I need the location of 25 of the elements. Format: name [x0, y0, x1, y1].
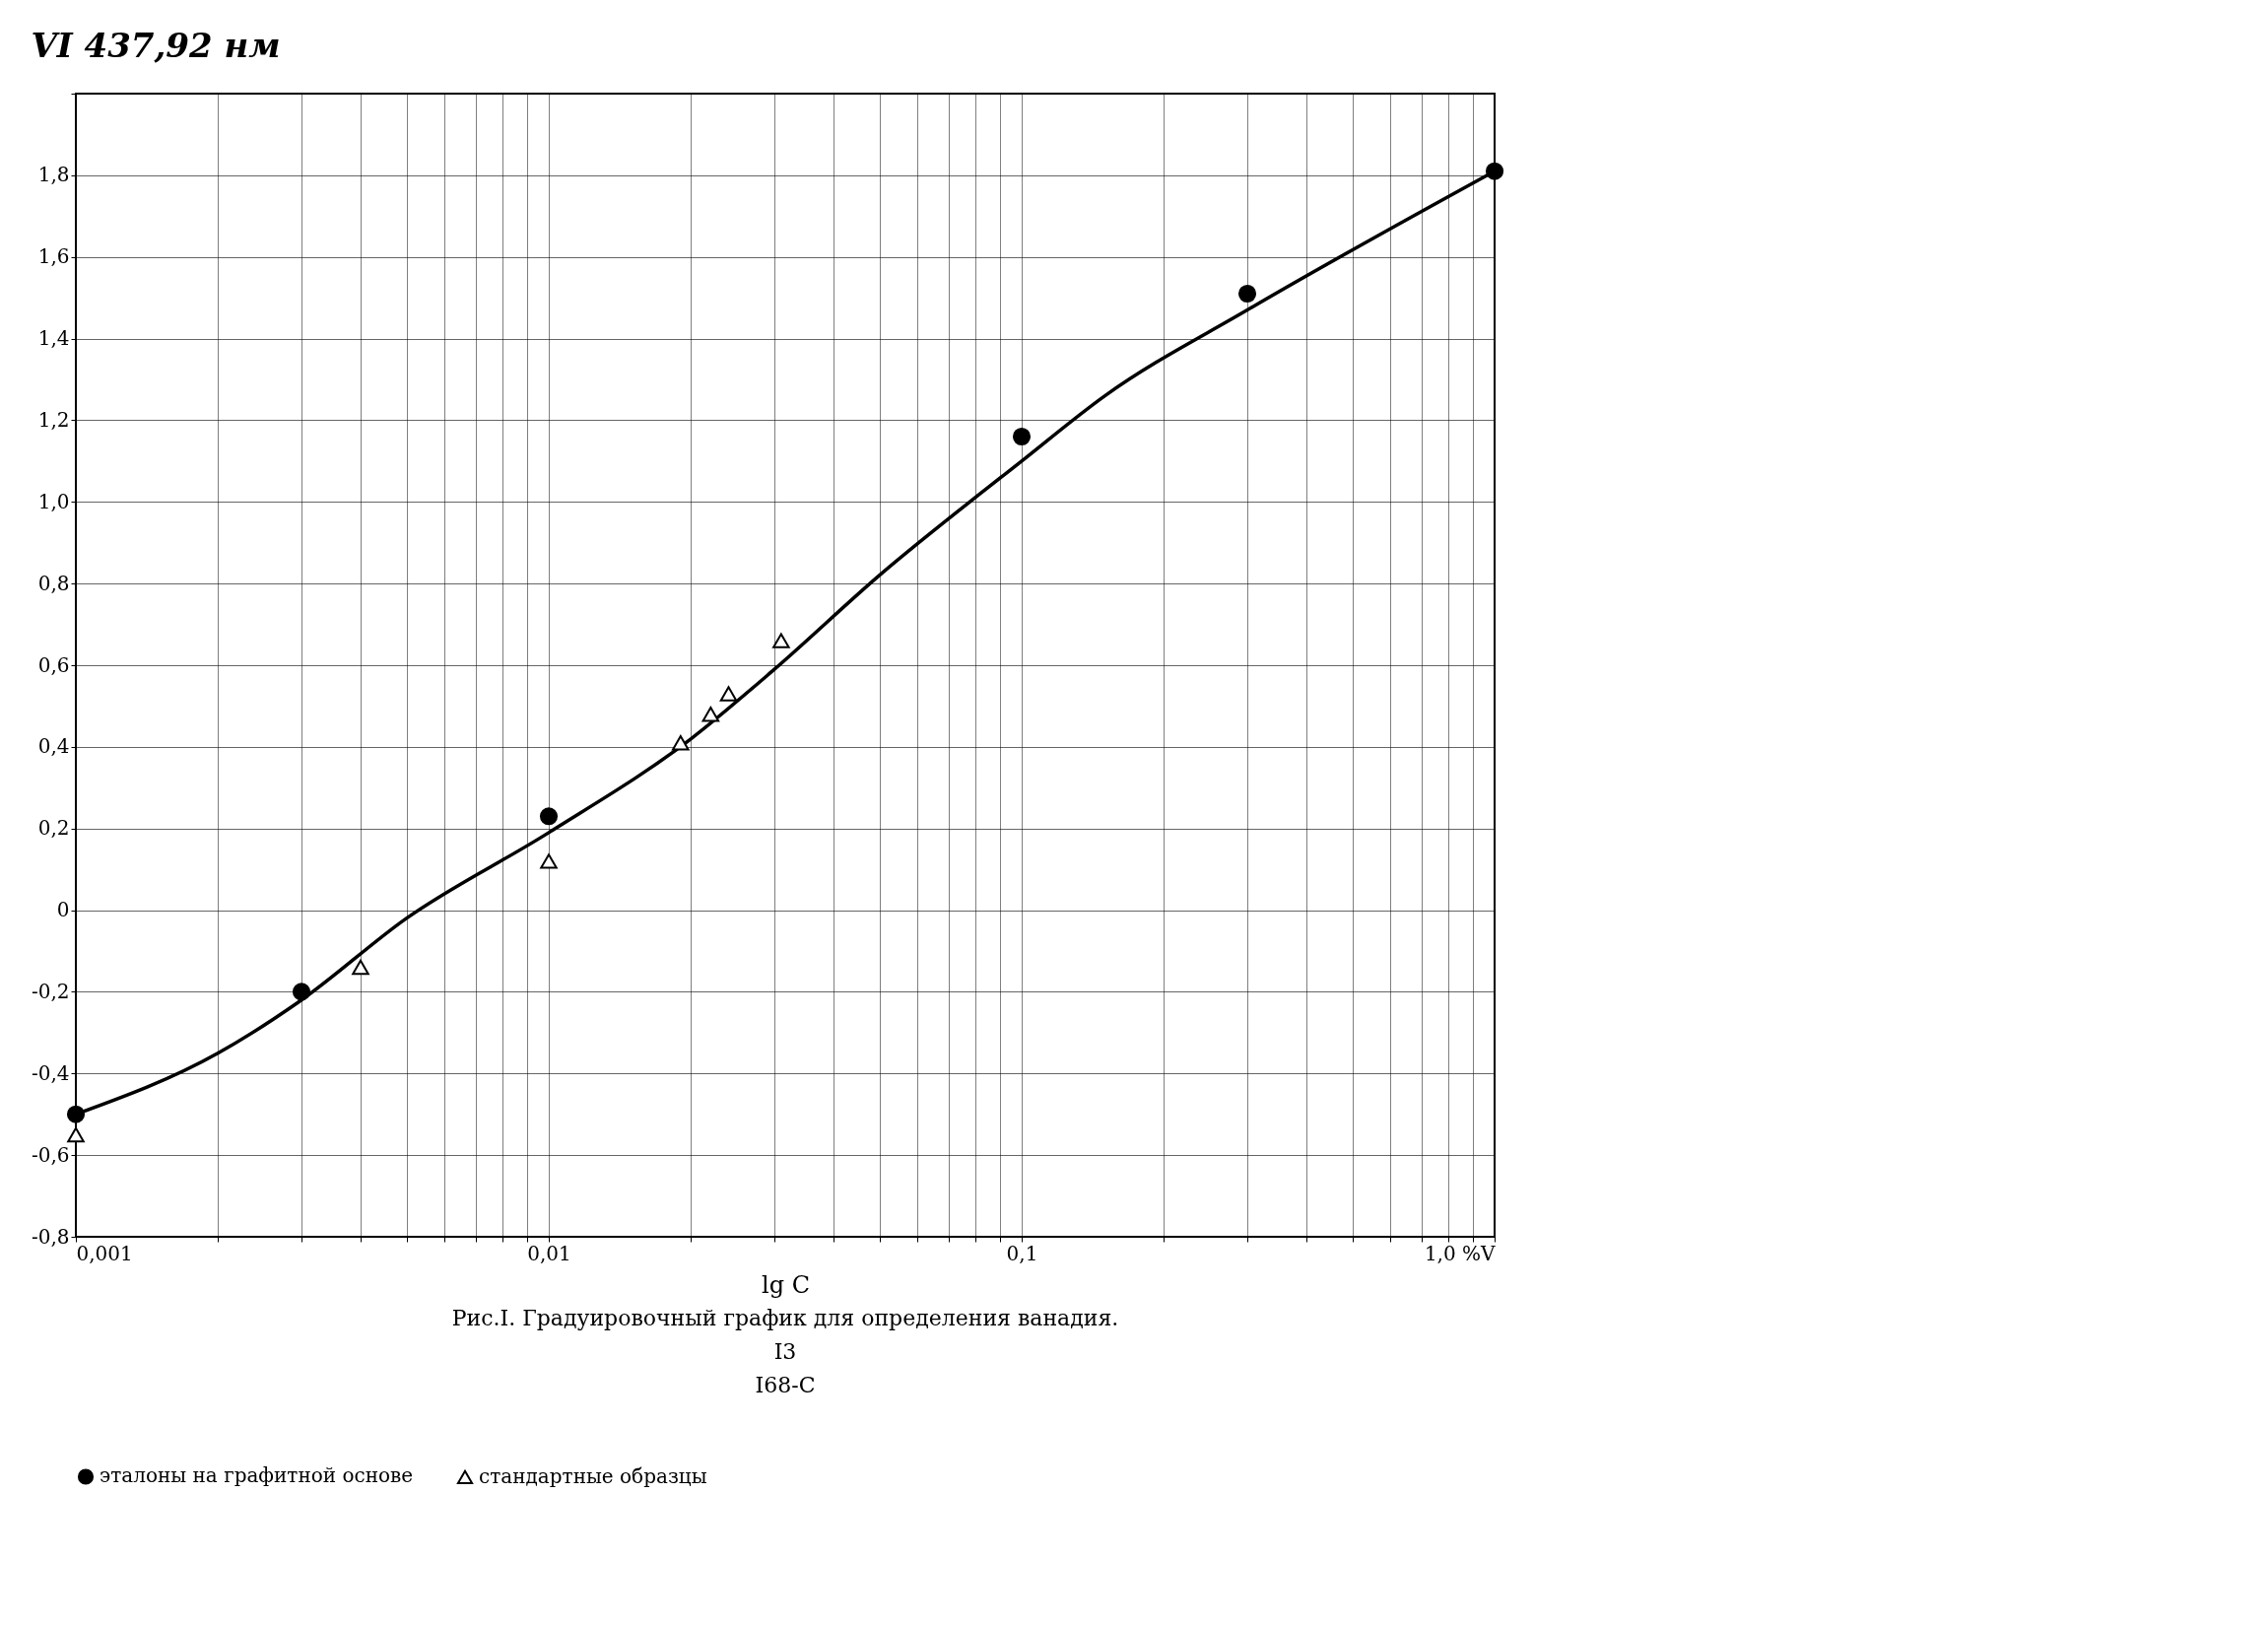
y-tick-label: -0,6 — [31, 1142, 70, 1167]
legend-label: эталоны на графитной основе — [100, 1463, 414, 1488]
y-tick-label: 1,6 — [37, 244, 70, 269]
x-tick-label: 0,001 — [76, 1241, 133, 1265]
y-tick-label: 0,8 — [37, 571, 70, 595]
text: I3 — [773, 1339, 797, 1364]
y-tick-label: -0,2 — [31, 979, 70, 1003]
y-tick-label: 1,4 — [37, 326, 70, 351]
x-tick-label: 0,01 — [527, 1241, 571, 1265]
y-tick-label: 1,0 — [37, 489, 70, 513]
text: Рис.I. Градуировочный график для определения ванадия. — [451, 1306, 1119, 1330]
y-tick-label: 0,6 — [37, 652, 70, 677]
y-tick-label: -0,4 — [31, 1060, 70, 1085]
x-axis-title: lg C — [761, 1270, 811, 1299]
chart-title: VI 437,92 нм — [31, 26, 281, 65]
x-tick-label: 0,1 — [1006, 1241, 1038, 1265]
text: I68-С — [755, 1373, 816, 1397]
y-tick-label: 0,4 — [37, 734, 70, 759]
y-tick-label: 0 — [56, 898, 70, 922]
x-tick-label: 1,0 %V — [1424, 1241, 1497, 1265]
y-tick-label: 1,8 — [37, 163, 70, 187]
y-tick-label: -0,8 — [31, 1224, 70, 1249]
legend-label: стандартные образцы — [479, 1463, 707, 1488]
y-tick-label: 1,2 — [37, 407, 70, 432]
y-tick-label: 0,2 — [37, 816, 70, 841]
